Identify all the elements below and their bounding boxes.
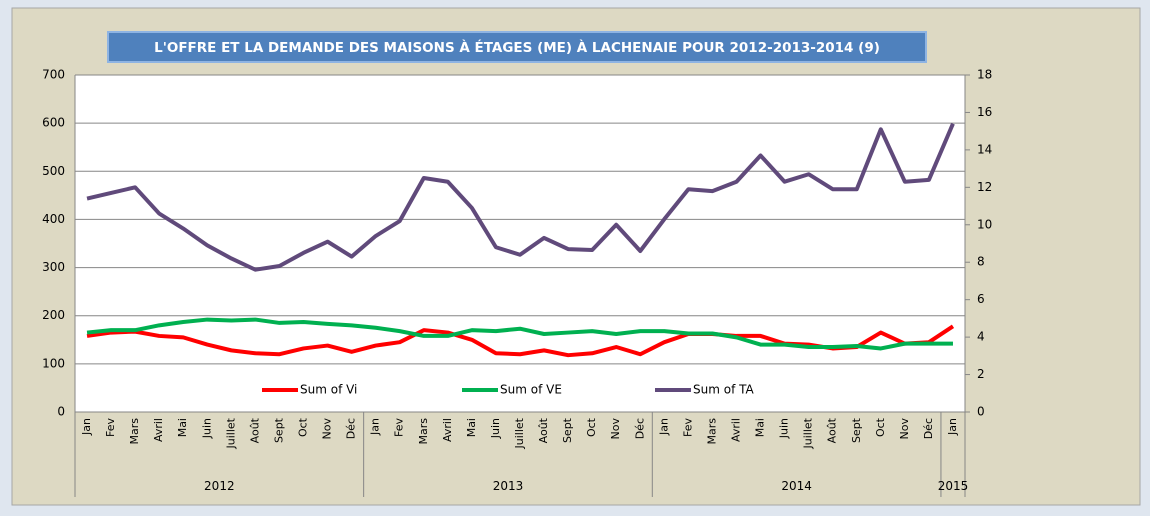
- x-tick-label: Jan: [946, 418, 959, 436]
- y-tick-label: 600: [42, 116, 65, 130]
- x-tick-label: Sept: [561, 417, 574, 443]
- y-tick-label: 500: [42, 164, 65, 178]
- group-label: 2013: [493, 479, 524, 493]
- x-tick-label: Mars: [705, 418, 718, 445]
- x-tick-label: Nov: [321, 418, 334, 440]
- x-tick-label: Mai: [754, 418, 767, 437]
- x-tick-label: Avril: [152, 418, 165, 442]
- y2-tick-label: 18: [977, 68, 992, 82]
- x-tick-label: Jan: [657, 418, 670, 436]
- y-tick-label: 700: [42, 68, 65, 82]
- y-tick-label: 200: [42, 308, 65, 322]
- x-tick-label: Fev: [104, 418, 117, 437]
- x-tick-label: Mai: [465, 418, 478, 437]
- title-box: [107, 31, 927, 63]
- legend-label: Sum of TA: [693, 383, 755, 397]
- y2-tick-label: 0: [977, 405, 985, 419]
- series-line: [86, 317, 953, 351]
- y2-tick-label: 14: [977, 142, 992, 156]
- x-tick-label: Oct: [585, 417, 598, 437]
- y2-tick-label: 8: [977, 255, 985, 269]
- y-tick-label: 100: [42, 356, 65, 370]
- x-tick-label: Fev: [681, 418, 694, 437]
- y-tick-label: 300: [42, 260, 65, 274]
- y2-tick-label: 4: [977, 330, 985, 344]
- x-tick-label: Août: [537, 417, 550, 443]
- x-tick-label: Avril: [441, 418, 454, 442]
- y-tick-label: 0: [57, 405, 65, 419]
- chart-title: L'OFFRE ET LA DEMANDE DES MAISONS À ÉTAG…: [154, 39, 880, 56]
- legend-label: Sum of VE: [500, 383, 562, 397]
- y2-tick-label: 10: [977, 217, 992, 231]
- y-tick-label: 400: [42, 212, 65, 226]
- x-tick-label: Mai: [176, 418, 189, 437]
- x-tick-label: Déc: [633, 418, 646, 439]
- x-tick-label: Jan: [369, 418, 382, 436]
- x-tick-label: Juin: [778, 418, 791, 439]
- series-line: [86, 324, 955, 358]
- x-tick-label: Oct: [874, 417, 887, 437]
- group-label: 2014: [781, 479, 812, 493]
- plot-area: [75, 75, 965, 412]
- x-tick-label: Oct: [297, 417, 310, 437]
- series-line: [86, 122, 955, 272]
- x-tick-label: Sept: [272, 417, 285, 443]
- group-label: 2012: [204, 479, 235, 493]
- x-tick-label: Mars: [417, 418, 430, 445]
- y2-tick-label: 6: [977, 292, 985, 306]
- x-tick-label: Sept: [850, 417, 863, 443]
- y2-tick-label: 12: [977, 180, 992, 194]
- x-tick-label: Nov: [609, 418, 622, 440]
- x-tick-label: Juin: [489, 418, 502, 439]
- x-tick-label: Jan: [80, 418, 93, 436]
- y2-tick-label: 2: [977, 367, 985, 381]
- group-label: 2015: [938, 479, 969, 493]
- x-tick-label: Juillet: [802, 417, 815, 449]
- x-tick-label: Nov: [898, 418, 911, 440]
- x-tick-label: Juillet: [513, 417, 526, 449]
- y2-tick-label: 16: [977, 105, 992, 119]
- x-tick-label: Mars: [128, 418, 141, 445]
- x-tick-label: Juin: [200, 418, 213, 439]
- legend-label: Sum of Vi: [300, 383, 357, 397]
- x-tick-label: Août: [826, 417, 839, 443]
- x-tick-label: Août: [248, 417, 261, 443]
- x-tick-label: Déc: [922, 418, 935, 439]
- x-tick-label: Juillet: [224, 417, 237, 449]
- x-tick-label: Fev: [393, 418, 406, 437]
- x-tick-label: Déc: [345, 418, 358, 439]
- x-tick-label: Avril: [729, 418, 742, 442]
